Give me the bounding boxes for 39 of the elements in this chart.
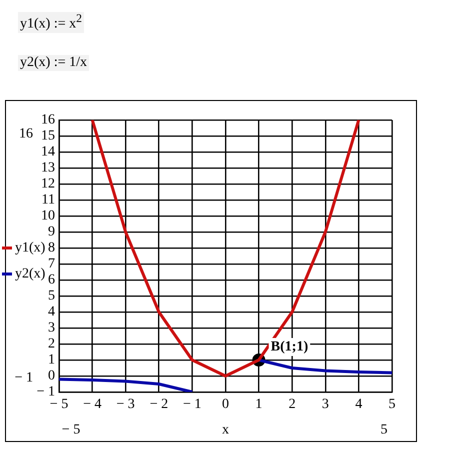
x-tick-label: − 4	[83, 397, 102, 412]
x-tick-label: 5	[388, 397, 396, 412]
y-tick-label: 2	[48, 336, 55, 352]
x-tick-label: − 2	[150, 397, 168, 412]
y-tick-label: 1	[48, 352, 55, 368]
x-axis-title: x	[222, 422, 229, 438]
y-tick-label: 5	[48, 288, 55, 304]
chart-title: y2(x) := 1/x	[18, 55, 89, 71]
y-tick-label: 11	[42, 192, 55, 208]
text: 5	[380, 422, 388, 438]
text: 16	[19, 126, 33, 142]
y-tick-label: 0	[48, 368, 55, 384]
y-tick-label: 13	[41, 160, 55, 176]
y-tick-label: 12	[41, 176, 55, 192]
annotation: B(1;1)	[270, 340, 308, 355]
y-tick-label: 3	[48, 320, 55, 336]
y-tick-label: 8	[48, 240, 55, 256]
x-tick-label: 4	[355, 397, 362, 412]
legend-label: y2(x)	[15, 266, 46, 282]
y-tick-label: 14	[41, 144, 55, 160]
y-tick-label: 6	[48, 272, 55, 288]
x-tick-label: 3	[322, 397, 329, 412]
chart-subtitle: y1(x) := x$^{2}$	[18, 12, 84, 33]
x-tick-label: 2	[288, 397, 296, 412]
y-tick-label: 9	[48, 224, 55, 240]
x-tick-label: − 5	[50, 397, 68, 412]
text: − 5	[62, 422, 80, 438]
legend-label: y1(x)	[15, 240, 46, 256]
y-tick-label: 16	[41, 112, 55, 128]
x-tick-label: 0	[222, 397, 229, 412]
y-tick-label: 10	[41, 208, 55, 224]
y-tick-label: − 1	[36, 384, 55, 400]
y-tick-label: 4	[48, 304, 55, 320]
y-tick-label: 7	[48, 256, 55, 272]
x-tick-label: 1	[255, 397, 262, 412]
x-tick-label: − 1	[182, 397, 202, 412]
x-tick-label: − 3	[116, 397, 135, 412]
y-tick-label: 15	[41, 128, 55, 144]
text: − 1	[14, 370, 33, 386]
